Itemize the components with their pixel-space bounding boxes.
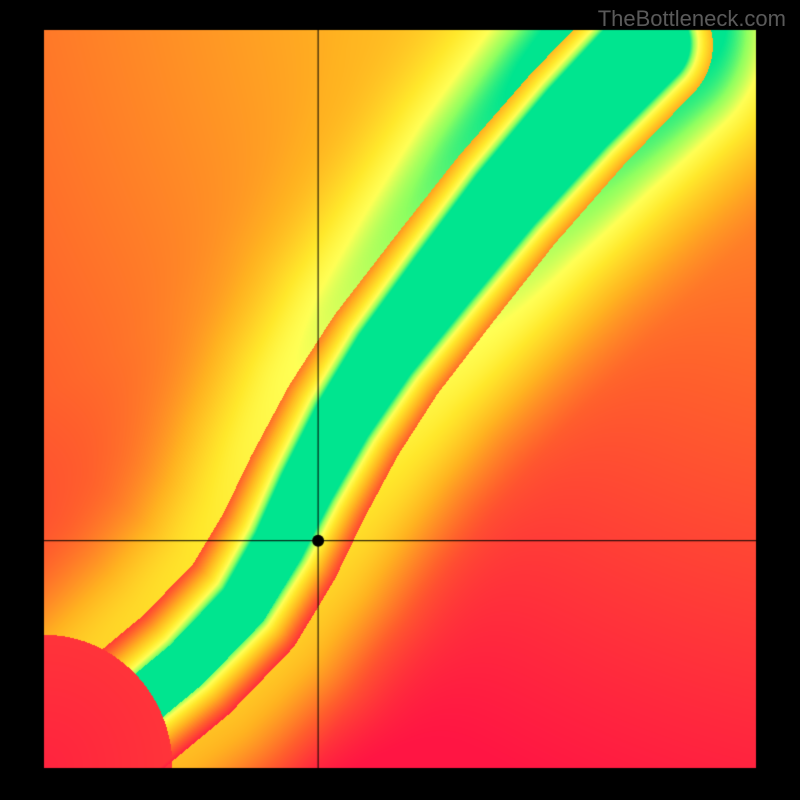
chart-container: TheBottleneck.com <box>0 0 800 800</box>
heatmap-canvas <box>0 0 800 800</box>
watermark-text: TheBottleneck.com <box>598 6 786 32</box>
